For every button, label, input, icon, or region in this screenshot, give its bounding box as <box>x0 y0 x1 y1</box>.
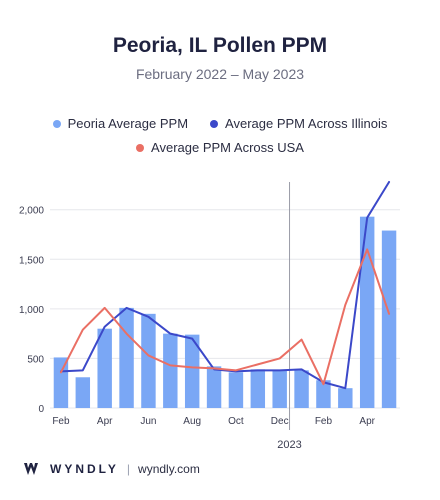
y-tick-label: 500 <box>27 354 44 365</box>
brand-name: WYNDLY <box>50 462 119 476</box>
line-usa <box>59 248 391 386</box>
chart-title: Peoria, IL Pollen PPM <box>112 34 328 57</box>
bar-peoria <box>53 357 69 408</box>
footer: WYNDLY | wyndly.com <box>24 462 200 476</box>
y-tick-label: 0 <box>38 404 44 415</box>
x-tick-label: Apr <box>359 416 375 427</box>
bar-peoria <box>75 377 91 408</box>
year-label: 2023 <box>277 439 301 451</box>
bar-peoria <box>250 369 266 408</box>
wyndly-logo-icon <box>24 463 38 475</box>
x-tick-label: Jun <box>140 416 156 427</box>
x-tick-label: Aug <box>183 416 201 427</box>
y-tick-label: 1,500 <box>19 255 44 266</box>
legend-swatch-peoria <box>52 119 61 128</box>
x-tick-label: Oct <box>228 416 244 427</box>
legend-swatch-illinois <box>210 119 219 128</box>
y-tick-label: 2,000 <box>19 206 44 217</box>
legend-row-1: Peoria Average PPM Average PPM Across Il… <box>0 116 440 131</box>
pollen-chart: 0 500 1,000 1,500 2,000 Feb Apr Jun Aug Oct Dec Feb… <box>19 180 400 451</box>
legend-swatch-usa <box>136 143 145 152</box>
legend-item-peoria[interactable]: Peoria Average PPM <box>52 116 189 131</box>
x-tick-label: Apr <box>97 416 113 427</box>
bar-peoria <box>338 388 353 408</box>
footer-site-link[interactable]: wyndly.com <box>138 462 200 476</box>
bar-peoria <box>381 230 397 408</box>
footer-separator: | <box>126 462 131 476</box>
bar-peoria <box>294 370 309 408</box>
legend-row-2: Average PPM Across USA <box>0 140 440 155</box>
bar-peoria <box>206 366 222 408</box>
bar-peoria <box>163 333 178 408</box>
legend-label-peoria: Peoria Average PPM <box>67 116 189 131</box>
bar-peoria <box>272 370 287 408</box>
bar-peoria <box>97 328 112 408</box>
legend-label-usa: Average PPM Across USA <box>151 140 304 155</box>
bar-peoria <box>184 334 200 408</box>
chart-subtitle: February 2022 – May 2023 <box>135 66 305 82</box>
bar-peoria <box>119 307 134 408</box>
x-tick-label: Dec <box>271 416 289 427</box>
bar-peoria <box>228 372 244 408</box>
legend-item-usa[interactable]: Average PPM Across USA <box>136 140 304 155</box>
legend-item-illinois[interactable]: Average PPM Across Illinois <box>210 116 387 131</box>
legend-label-illinois: Average PPM Across Illinois <box>225 116 388 131</box>
x-tick-label: Feb <box>315 416 333 427</box>
y-tick-label: 1,000 <box>19 305 44 316</box>
bar-peoria <box>359 216 375 408</box>
x-tick-label: Feb <box>52 416 70 427</box>
bar-peoria <box>141 313 156 408</box>
bar-peoria <box>316 380 331 408</box>
